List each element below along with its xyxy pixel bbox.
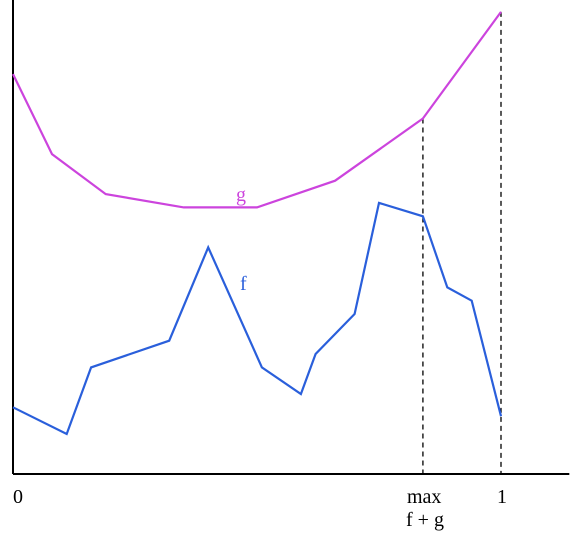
dashed-vertical-lines [422, 11, 502, 474]
series-label-f: f [240, 273, 247, 295]
series-label-g: g [236, 184, 246, 206]
axes [12, 0, 570, 475]
series-layer [12, 11, 503, 436]
x-tick-label-max: max [407, 486, 441, 508]
x-tick-label-zero: 0 [13, 486, 23, 508]
series-line-g [12, 11, 502, 209]
x-tick-label-f-plus-g: f + g [406, 509, 444, 531]
x-tick-label-one: 1 [497, 486, 507, 508]
series-line-f [12, 201, 503, 436]
